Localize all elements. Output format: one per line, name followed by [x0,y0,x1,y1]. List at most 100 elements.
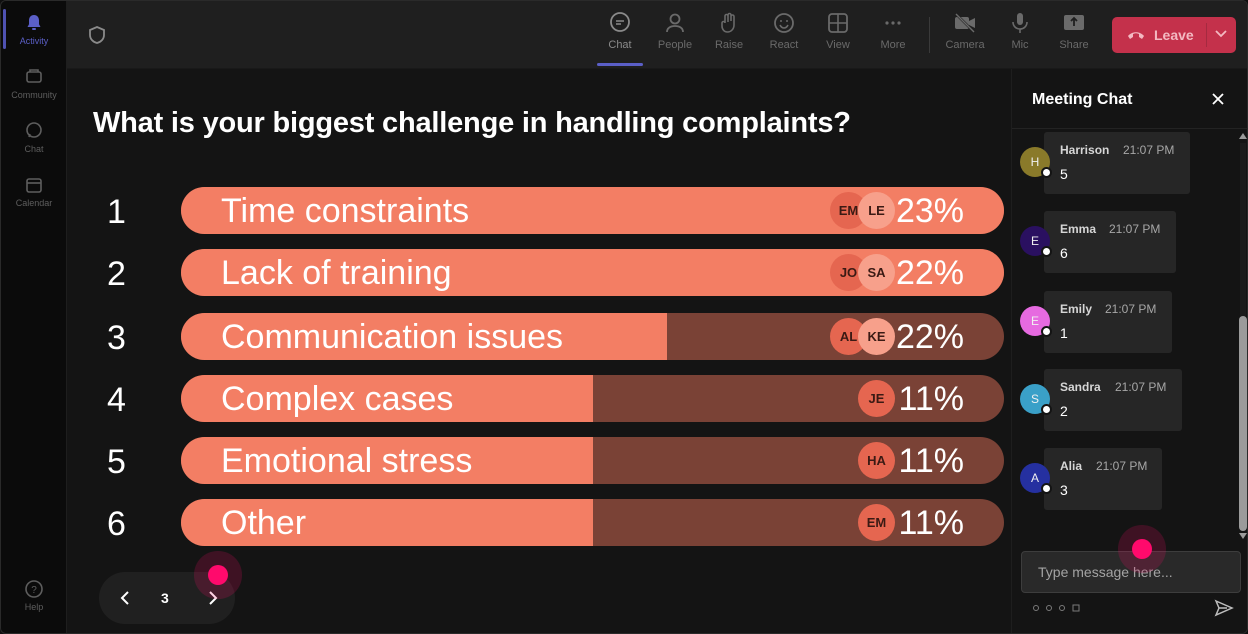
option-number: 6 [107,505,126,543]
rail-label: Help [24,602,44,612]
rail-item-chat[interactable]: Chat [1,121,67,154]
toolbar-label: React [769,39,799,51]
leave-label: Leave [1154,27,1194,43]
option-percentage: 11% [898,504,964,542]
sender-name: Emily [1060,302,1093,316]
chat-message[interactable]: Emma 21:07 PM 6 [1044,211,1176,273]
chat-message[interactable]: Harrison 21:07 PM 5 [1044,132,1190,194]
result-bar: Communication issues AL KE 22% [181,313,1004,360]
toolbar-camera-button[interactable]: Camera [940,11,990,51]
poll-option-row: 2 Lack of training JO SA 22% [67,249,1011,297]
community-icon [26,69,42,83]
chat-input-box[interactable] [1021,551,1241,593]
chat-icon [610,12,630,32]
toolbar-more-button[interactable]: More [868,11,918,51]
previous-page-button[interactable] [117,589,135,607]
option-number: 1 [107,193,126,231]
send-icon[interactable] [1214,599,1234,617]
help-icon: ? [25,580,43,598]
rail-label: Activity [19,36,49,46]
result-bar: Time constraints EM LE 23% [181,187,1004,234]
meeting-toolbar: Chat People Raise React View More Camera [67,1,1247,69]
chat-message[interactable]: Alia 21:07 PM 3 [1044,448,1162,510]
result-bar-fill [181,499,593,546]
rail-item-calendar[interactable]: Calendar [1,175,67,208]
leave-button[interactable]: Leave [1112,17,1236,53]
result-bar: Other EM 11% [181,499,1004,546]
toolbar-share-button[interactable]: Share [1049,11,1099,51]
toolbar-mic-button[interactable]: Mic [995,11,1045,51]
sender-name: Harrison [1060,143,1110,157]
poll-option-row: 4 Complex cases JE 11% [67,375,1011,423]
toolbar-divider [929,17,930,53]
toolbar-label: Chat [608,39,632,51]
message-input[interactable] [1022,552,1240,592]
voter-avatar: SA [858,254,895,291]
shield-icon[interactable] [87,25,107,45]
toolbar-people-button[interactable]: People [650,11,700,51]
hang-up-icon [1128,32,1144,39]
svg-text:?: ? [31,585,37,596]
meeting-chat-panel: Meeting Chat Harrison 21:07 PM 5 H Emma 21:07… [1011,69,1247,633]
chat-message[interactable]: Sandra 21:07 PM 2 [1044,369,1182,431]
sender-avatar: H [1020,147,1052,178]
scroll-thumb[interactable] [1239,316,1247,531]
option-number: 2 [107,255,126,293]
message-text: 6 [1060,245,1068,261]
option-number: 4 [107,381,126,419]
people-icon [666,13,684,33]
voter-avatar: HA [858,442,895,479]
toolbar-raise-button[interactable]: Raise [704,11,754,51]
close-icon[interactable] [1210,91,1226,107]
toolbar-label: People [657,39,693,51]
active-indicator [3,9,6,49]
sender-avatar: E [1020,226,1052,257]
toolbar-label: Raise [714,39,744,51]
rail-item-activity[interactable]: Activity [1,13,67,46]
rail-item-help[interactable]: ? Help [1,579,67,612]
rail-label: Calendar [15,198,53,208]
poll-question: What is your biggest challenge in handli… [93,107,851,139]
left-rail: Activity Community Chat Calendar ? Help [1,1,67,633]
toolbar-react-button[interactable]: React [759,11,809,51]
scroll-down-arrow[interactable] [1239,533,1247,539]
avatar-initial: E [1030,234,1039,248]
toolbar-view-button[interactable]: View [813,11,863,51]
option-number: 3 [107,319,126,357]
formatting-icons[interactable] [1032,603,1082,613]
rail-item-community[interactable]: Community [1,67,67,100]
calendar-icon [26,178,42,193]
chevron-down-icon[interactable] [1214,29,1228,39]
sender-name: Emma [1060,222,1097,236]
poll-option-row: 6 Other EM 11% [67,499,1011,547]
hand-icon [721,12,735,33]
share-icon [1064,15,1084,30]
message-time: 21:07 PM [1096,459,1148,473]
poll-option-row: 1 Time constraints EM LE 23% [67,187,1011,235]
poll-option-row: 5 Emotional stress HA 11% [67,437,1011,485]
option-label: Complex cases [221,380,454,418]
pointer-highlight [1132,539,1152,559]
result-bar: Emotional stress HA 11% [181,437,1004,484]
option-percentage: 22% [895,254,964,292]
sender-name: Alia [1060,459,1083,473]
avatar-initial: A [1030,471,1039,485]
toolbar-label: Camera [945,39,985,51]
result-bar-fill [181,313,667,360]
mic-icon [1012,13,1028,33]
chat-message[interactable]: Emily 21:07 PM 1 [1044,291,1172,353]
presence-dot [1041,167,1052,178]
toolbar-chat-button[interactable]: Chat [595,11,645,51]
chat-scrollbar[interactable] [1238,131,1247,541]
message-text: 2 [1060,403,1068,419]
next-page-button[interactable] [203,589,221,607]
voter-avatar: KE [858,318,895,355]
result-bar-fill [181,437,593,484]
presence-dot [1041,326,1052,337]
scroll-up-arrow[interactable] [1239,133,1247,139]
avatar-initial: S [1030,392,1039,406]
chat-icon [26,122,42,138]
message-time: 21:07 PM [1115,380,1167,394]
option-label: Time constraints [221,192,470,230]
result-bar: Lack of training JO SA 22% [181,249,1004,296]
